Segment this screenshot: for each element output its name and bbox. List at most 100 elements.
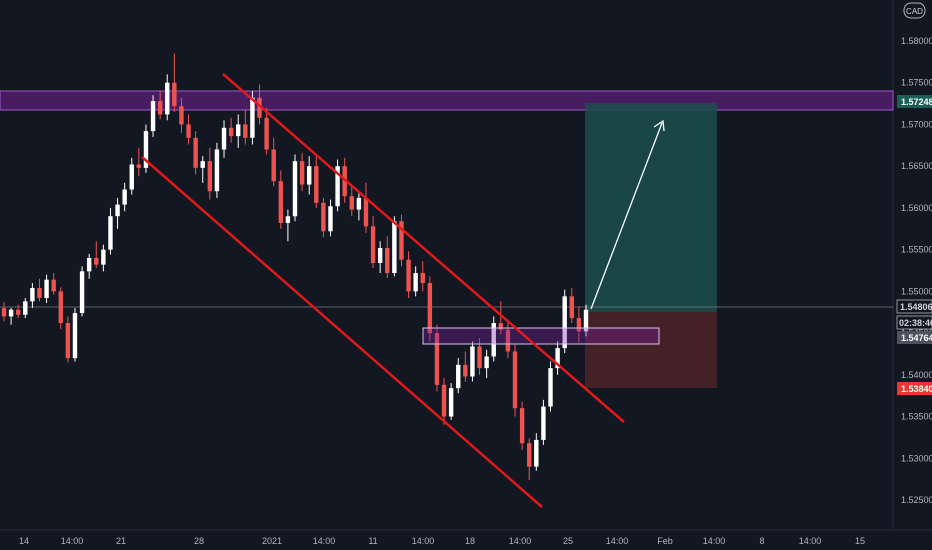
- candle-body[interactable]: [278, 181, 284, 223]
- candle-body[interactable]: [406, 259, 411, 292]
- candle-body[interactable]: [448, 388, 454, 417]
- candle-body[interactable]: [434, 333, 440, 385]
- candle-body[interactable]: [136, 164, 142, 168]
- candle-body[interactable]: [221, 127, 227, 150]
- candle-body[interactable]: [306, 166, 312, 185]
- candle-body[interactable]: [413, 273, 418, 292]
- candle-body[interactable]: [86, 257, 92, 272]
- candle-body[interactable]: [207, 161, 213, 192]
- candle-body[interactable]: [370, 226, 376, 263]
- projection-arrow[interactable]: [590, 122, 663, 310]
- candle-body[interactable]: [427, 283, 433, 334]
- candle-body[interactable]: [15, 309, 21, 315]
- candle-body[interactable]: [58, 291, 63, 324]
- candle-body[interactable]: [321, 202, 326, 232]
- candle-body[interactable]: [541, 406, 546, 440]
- candle-body[interactable]: [214, 149, 220, 192]
- candle-body[interactable]: [72, 313, 78, 359]
- candle-body[interactable]: [30, 288, 35, 302]
- candle-body[interactable]: [527, 443, 532, 467]
- candle-body[interactable]: [51, 279, 56, 292]
- candle-body[interactable]: [186, 124, 191, 138]
- candle-body[interactable]: [491, 323, 496, 357]
- candle-body[interactable]: [172, 82, 177, 107]
- candle-body[interactable]: [477, 346, 482, 369]
- candle-body[interactable]: [314, 166, 319, 203]
- candle-body[interactable]: [498, 323, 504, 330]
- candle-body[interactable]: [363, 197, 369, 227]
- candle-body[interactable]: [385, 247, 390, 274]
- candle-body[interactable]: [150, 101, 156, 132]
- candle-body[interactable]: [1, 308, 7, 317]
- stop-area[interactable]: [585, 312, 717, 388]
- candle-body[interactable]: [505, 329, 511, 352]
- price-tick-label: 1.54000: [901, 370, 932, 380]
- candle-body[interactable]: [8, 309, 14, 317]
- candle-body[interactable]: [335, 166, 340, 207]
- candle-body[interactable]: [236, 124, 241, 137]
- candle-body[interactable]: [165, 82, 170, 115]
- candle-body[interactable]: [179, 106, 184, 125]
- entry-zone[interactable]: [422, 327, 660, 345]
- candle-body[interactable]: [65, 323, 71, 359]
- candle-body[interactable]: [23, 301, 28, 315]
- time-tick-label: 14:00: [61, 536, 84, 546]
- candle-body[interactable]: [250, 97, 255, 138]
- resistance-zone[interactable]: [0, 90, 894, 111]
- candle-body[interactable]: [356, 197, 362, 210]
- candle-body[interactable]: [108, 216, 113, 250]
- candle-body[interactable]: [377, 247, 383, 263]
- candle-body[interactable]: [463, 364, 468, 377]
- candle-body[interactable]: [456, 364, 461, 389]
- candle-body[interactable]: [264, 117, 269, 150]
- candle-body[interactable]: [200, 161, 205, 168]
- time-tick-label: 14:00: [799, 536, 822, 546]
- candle-body[interactable]: [569, 296, 575, 319]
- candle-body[interactable]: [243, 124, 248, 138]
- candle-body[interactable]: [349, 196, 354, 210]
- candle-body[interactable]: [299, 161, 305, 185]
- candle-body[interactable]: [512, 351, 518, 409]
- candle-body[interactable]: [441, 384, 447, 417]
- target-price-tag: [897, 95, 932, 108]
- candle-body[interactable]: [576, 318, 582, 332]
- candle-body[interactable]: [470, 346, 475, 377]
- candle-body[interactable]: [257, 97, 262, 118]
- candle-body[interactable]: [101, 249, 106, 265]
- candle-body[interactable]: [484, 356, 489, 369]
- candle-body[interactable]: [94, 257, 99, 265]
- candle-body[interactable]: [285, 216, 291, 223]
- candle-body[interactable]: [392, 221, 397, 274]
- channel-lower-line[interactable]: [141, 156, 543, 508]
- price-tick-label: 1.58000: [901, 36, 932, 46]
- candle-body[interactable]: [228, 127, 234, 137]
- candle-body[interactable]: [271, 149, 276, 182]
- candle-body[interactable]: [292, 161, 298, 217]
- candle-body[interactable]: [562, 296, 567, 349]
- candle-body[interactable]: [129, 164, 134, 190]
- candle-body[interactable]: [420, 273, 425, 284]
- price-tick-label: 1.57500: [901, 78, 932, 88]
- candle-body[interactable]: [555, 348, 560, 369]
- candle-body[interactable]: [534, 439, 539, 467]
- candle-body[interactable]: [519, 408, 525, 444]
- candle-body[interactable]: [399, 221, 404, 260]
- candle-body[interactable]: [44, 279, 49, 299]
- candle-body[interactable]: [328, 206, 333, 232]
- candle-body[interactable]: [122, 189, 127, 205]
- candle-body[interactable]: [143, 131, 149, 168]
- candle-body[interactable]: [115, 204, 120, 217]
- candle-body[interactable]: [37, 288, 42, 299]
- candle-body[interactable]: [79, 271, 85, 314]
- candle-body[interactable]: [583, 309, 589, 332]
- currency-badge[interactable]: [903, 2, 926, 19]
- target-area[interactable]: [585, 103, 717, 312]
- candle-body[interactable]: [548, 368, 553, 407]
- time-tick-label: 18: [465, 536, 475, 546]
- candle-body[interactable]: [193, 137, 198, 168]
- candle-body[interactable]: [157, 101, 163, 115]
- channel-upper-line[interactable]: [222, 73, 625, 423]
- time-tick-label: 14:00: [703, 536, 726, 546]
